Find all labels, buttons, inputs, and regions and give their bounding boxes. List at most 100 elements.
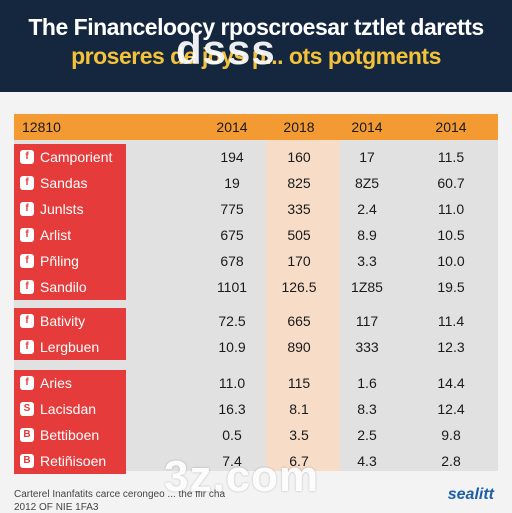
row-label-cell: f Camporient xyxy=(14,144,126,170)
row-label: Pñling xyxy=(40,253,79,269)
table-row: B Retiñisoen 7.4 6.7 4.3 2.8 xyxy=(14,448,498,474)
watermark-top: dsss xyxy=(176,26,276,73)
data-table: 12810 2014 2018 2014 2014 f Camporient 194 160… xyxy=(14,114,498,474)
table-row: f Junlsts 775 335 2.4 11.0 xyxy=(14,196,498,222)
column-header-3: 2014 xyxy=(435,119,467,135)
table-cell: 775 xyxy=(220,201,244,217)
table-row: f Bativity 72.5 665 117 11.4 xyxy=(14,308,498,334)
row-label-cell: f Sandilo xyxy=(14,274,126,300)
table-cell: 4.3 xyxy=(357,453,377,469)
row-icon: f xyxy=(20,176,34,190)
table-cell: 60.7 xyxy=(437,175,465,191)
table-cell: 2.4 xyxy=(357,201,377,217)
table-cell: 2.5 xyxy=(357,427,377,443)
row-icon: f xyxy=(20,254,34,268)
row-icon: B xyxy=(20,428,34,442)
table-cell: 890 xyxy=(287,339,311,355)
table-cell: 11.4 xyxy=(437,313,465,329)
table-cell: 825 xyxy=(287,175,311,191)
highlighted-column-bg xyxy=(266,140,340,471)
source-note: Carterel Inanfatits carce cerongeo ... t… xyxy=(14,489,226,500)
row-icon: f xyxy=(20,150,34,164)
table-cell: 19 xyxy=(224,175,240,191)
row-label-cell: f Bativity xyxy=(14,308,126,334)
table-cell: 8.9 xyxy=(357,227,377,243)
table-row: f Sandilo 1101 126.5 1Z85 19.5 xyxy=(14,274,498,300)
row-label: Lergbuen xyxy=(40,339,100,355)
table-row: B Bettiboen 0.5 3.5 2.5 9.8 xyxy=(14,422,498,448)
row-label: Arlist xyxy=(40,227,72,243)
chart-title-line1: The Financeloocy rposcroesar tztlet dare… xyxy=(28,14,484,40)
corner-label: 12810 xyxy=(22,119,61,135)
column-header-2: 2014 xyxy=(351,119,383,135)
table-cell: 9.8 xyxy=(441,427,461,443)
table-cell: 17 xyxy=(359,149,375,165)
table-cell: 1Z85 xyxy=(351,279,383,295)
row-label-cell: f Arlist xyxy=(14,222,126,248)
column-header-0: 2014 xyxy=(216,119,248,135)
row-label: Junlsts xyxy=(40,201,84,217)
table-cell: 10.9 xyxy=(218,339,246,355)
table-row: f Sandas 19 825 8Z5 60.7 xyxy=(14,170,498,196)
table-cell: 19.5 xyxy=(437,279,465,295)
table-cell: 16.3 xyxy=(218,401,246,417)
row-icon: f xyxy=(20,340,34,354)
table-row: f Arlist 675 505 8.9 10.5 xyxy=(14,222,498,248)
table-cell: 665 xyxy=(287,313,311,329)
row-label-cell: f Lergbuen xyxy=(14,334,126,360)
brand-logo: sealitt xyxy=(447,486,494,503)
row-icon: B xyxy=(20,454,34,468)
row-label: Sandilo xyxy=(40,279,87,295)
row-icon: f xyxy=(20,376,34,390)
row-label: Camporient xyxy=(40,149,113,165)
row-label: Lacisdan xyxy=(40,401,97,417)
table-cell: 8.1 xyxy=(289,401,309,417)
table-cell: 12.4 xyxy=(437,401,465,417)
row-label: Retiñisoen xyxy=(40,453,107,469)
row-label: Sandas xyxy=(40,175,88,191)
table-cell: 505 xyxy=(287,227,311,243)
row-icon: f xyxy=(20,202,34,216)
chart-title-line2: proseres de joys p... ots potgments xyxy=(71,43,441,69)
row-label-cell: f Pñling xyxy=(14,248,126,274)
table-cell: 1.6 xyxy=(357,375,377,391)
table-cell: 72.5 xyxy=(218,313,246,329)
row-label-cell: B Bettiboen xyxy=(14,422,126,448)
row-label-cell: B Retiñisoen xyxy=(14,448,126,474)
table-cell: 8.3 xyxy=(357,401,377,417)
row-label: Aries xyxy=(40,375,72,391)
table-cell: 14.4 xyxy=(437,375,465,391)
table-cell: 160 xyxy=(287,149,311,165)
table-cell: 170 xyxy=(287,253,311,269)
row-label: Bettiboen xyxy=(40,427,100,443)
table-row: f Lergbuen 10.9 890 333 12.3 xyxy=(14,334,498,360)
table-cell: 115 xyxy=(287,375,311,391)
table-cell: 3.5 xyxy=(289,427,309,443)
column-header-1: 2018 xyxy=(283,119,315,135)
table-cell: 126.5 xyxy=(281,279,317,295)
table-cell: 1101 xyxy=(216,279,248,295)
row-icon: S xyxy=(20,402,34,416)
table-cell: 10.5 xyxy=(437,227,465,243)
table-cell: 3.3 xyxy=(357,253,377,269)
table-cell: 12.3 xyxy=(437,339,465,355)
table-cell: 678 xyxy=(220,253,244,269)
row-label: Bativity xyxy=(40,313,86,329)
table-cell: 11.0 xyxy=(218,375,246,391)
table-cell: 8Z5 xyxy=(354,175,380,191)
table-cell: 7.4 xyxy=(222,453,242,469)
table-cell: 675 xyxy=(220,227,244,243)
table-cell: 10.0 xyxy=(437,253,465,269)
row-icon: f xyxy=(20,228,34,242)
table-cell: 335 xyxy=(287,201,311,217)
source-date: 2012 OF NIE 1FA3 xyxy=(14,502,99,513)
row-label-cell: S Lacisdan xyxy=(14,396,126,422)
title-banner: The Financeloocy rposcroesar tztlet dare… xyxy=(0,0,512,92)
table-row: f Pñling 678 170 3.3 10.0 xyxy=(14,248,498,274)
table-cell: 11.5 xyxy=(437,149,465,165)
row-icon: f xyxy=(20,280,34,294)
table-cell: 11.0 xyxy=(437,201,465,217)
table-cell: 333 xyxy=(355,339,379,355)
row-icon: f xyxy=(20,314,34,328)
table-row: S Lacisdan 16.3 8.1 8.3 12.4 xyxy=(14,396,498,422)
